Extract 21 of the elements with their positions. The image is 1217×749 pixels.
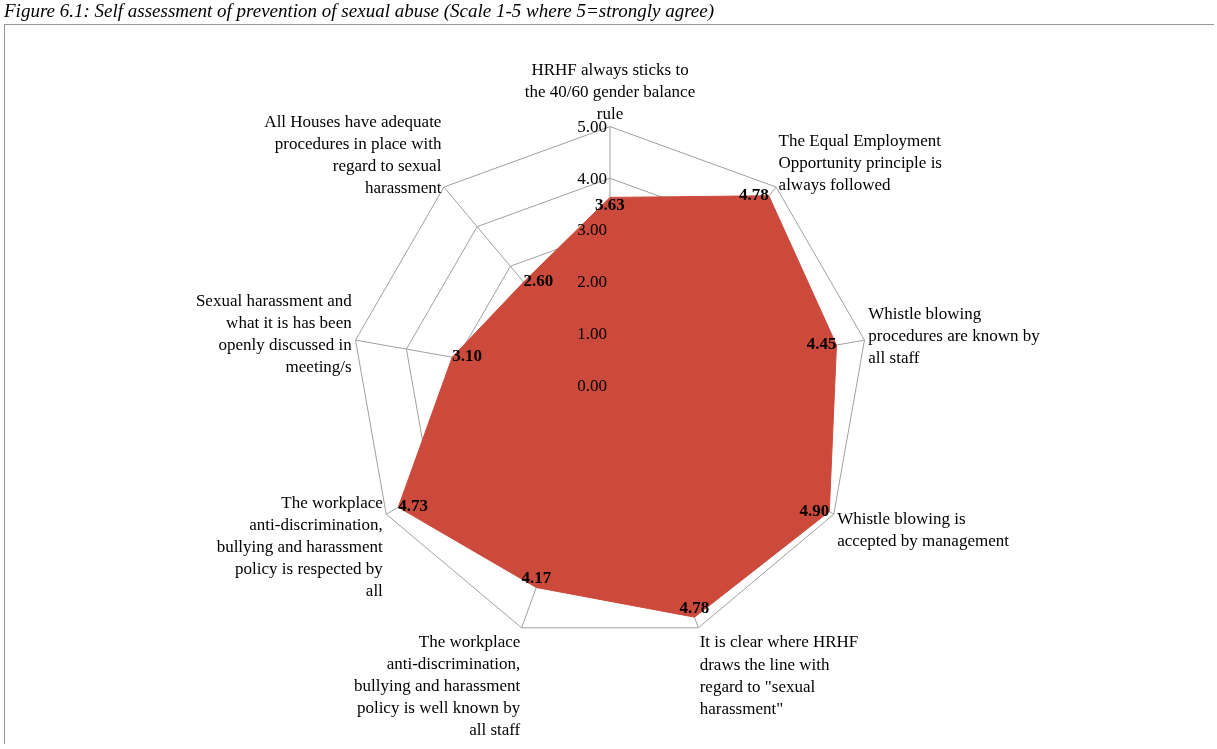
text: 4.17 <box>521 568 552 588</box>
text: 2.60 <box>523 271 554 291</box>
spoke-label: All Houses have adequate procedures in place with regard to sexual harassment <box>264 111 442 198</box>
y-tick-label: 4.00 <box>577 168 607 188</box>
spoke-label: Whistle blowing procedures are known by all staff <box>868 303 1041 367</box>
text: 4.45 <box>806 334 837 354</box>
y-tick-label: 2.00 <box>577 272 607 292</box>
text: 4.90 <box>799 500 830 520</box>
text: 4.73 <box>398 496 429 516</box>
chart-title: Figure 6.1: Self assessment of prevention of sexual abuse (Scale 1-5 where 5=strongly agree) <box>3 0 716 23</box>
y-tick-label: 3.00 <box>577 220 607 240</box>
spoke-label: It is clear where HRHF draws the line with regard to "sexual harassment" <box>699 632 859 718</box>
y-tick-label: 0.00 <box>577 375 607 395</box>
spoke-label: The workplace anti-discrimination, bullying and harassment policy is respected by all <box>216 492 384 601</box>
spoke-label: The workplace anti-discrimination, bullying and harassment policy is well known by all staff <box>354 631 521 740</box>
text: 3.10 <box>452 346 482 366</box>
spoke-label: Whistle blowing is accepted by management <box>837 509 1010 551</box>
spoke-label: Sexual harassment and what it is has been openly discussed in meeting/s <box>195 290 353 377</box>
y-tick-label: 1.00 <box>577 323 607 343</box>
spoke-label: The Equal Employment Opportunity principle is always followed <box>778 131 942 195</box>
text: 4.78 <box>679 597 710 617</box>
